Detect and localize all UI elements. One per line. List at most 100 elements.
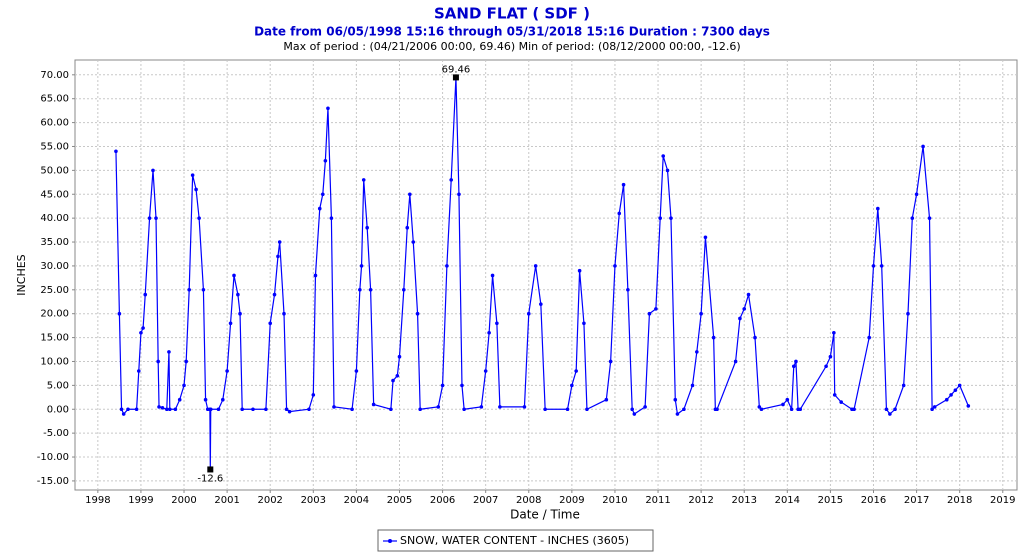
data-point	[703, 235, 708, 240]
data-point	[323, 159, 328, 163]
data-point	[621, 182, 626, 187]
data-point	[526, 311, 531, 316]
data-point	[871, 264, 876, 268]
y-tick-label: -15.00	[37, 476, 69, 487]
y-tick-label: 25.00	[40, 285, 69, 296]
data-point	[565, 407, 570, 412]
annotation-marker	[452, 74, 459, 81]
data-point	[781, 402, 785, 407]
data-point	[238, 311, 242, 316]
data-point	[320, 192, 325, 197]
data-point	[232, 273, 236, 278]
x-tick-label: 2005	[387, 495, 412, 506]
data-point	[543, 407, 547, 412]
x-tick-label: 2003	[301, 495, 326, 506]
y-tick-label: 45.00	[40, 189, 69, 200]
data-point	[753, 335, 757, 340]
data-point	[251, 407, 255, 412]
data-point	[626, 288, 630, 292]
data-point	[397, 354, 402, 359]
data-point	[759, 407, 764, 412]
data-point	[791, 364, 796, 369]
data-point	[921, 144, 925, 149]
data-point	[798, 407, 803, 412]
data-point	[457, 192, 461, 197]
data-point	[354, 369, 359, 373]
data-point	[522, 405, 527, 409]
x-tick-label: 2007	[473, 495, 498, 506]
data-point	[927, 216, 932, 220]
chart-note: Max of period : (04/21/2006 00:00, 69.46…	[283, 40, 740, 53]
data-point	[785, 397, 790, 402]
data-point	[182, 383, 186, 388]
data-point	[216, 407, 221, 412]
data-point	[957, 383, 962, 388]
data-point	[194, 187, 198, 192]
data-point	[932, 405, 937, 409]
x-tick-label: 2006	[430, 495, 455, 506]
x-tick-label: 2002	[257, 495, 282, 506]
data-point	[440, 383, 445, 388]
data-point	[498, 405, 502, 409]
data-point	[326, 106, 330, 111]
data-point	[682, 407, 686, 412]
y-tick-label: 65.00	[40, 94, 69, 105]
data-point	[613, 264, 617, 268]
data-point	[574, 369, 578, 373]
data-point	[460, 383, 464, 388]
data-point	[630, 407, 634, 412]
data-point	[117, 311, 122, 316]
data-point	[914, 192, 919, 197]
data-point	[418, 407, 422, 412]
data-point	[824, 364, 828, 369]
legend-label: SNOW, WATER CONTENT - INCHES (3605)	[400, 534, 629, 547]
data-point	[121, 412, 126, 416]
plot-area	[74, 59, 1018, 491]
annotation-label: 69.46	[442, 64, 471, 75]
data-point	[147, 216, 152, 220]
y-tick-label: 35.00	[40, 237, 69, 248]
y-tick-label: 50.00	[40, 165, 69, 176]
data-point	[828, 354, 833, 359]
data-point	[313, 273, 318, 278]
y-tick-label: -5.00	[43, 428, 69, 439]
legend-box	[377, 529, 654, 552]
data-point	[570, 383, 574, 388]
data-point	[949, 393, 953, 397]
data-point	[276, 254, 280, 259]
y-tick-label: 60.00	[40, 118, 69, 129]
data-point	[930, 407, 934, 412]
data-point	[711, 335, 716, 340]
data-point	[329, 216, 334, 220]
data-point	[389, 407, 393, 412]
data-point	[669, 216, 673, 220]
data-point	[893, 407, 897, 412]
data-point	[277, 240, 282, 244]
data-point	[282, 311, 286, 316]
data-point	[114, 149, 118, 154]
data-point	[168, 407, 172, 412]
legend-marker	[388, 539, 392, 543]
data-point	[539, 302, 543, 306]
x-tick-label: 2000	[171, 495, 196, 506]
x-tick-label: 2018	[947, 495, 972, 506]
data-point	[746, 292, 751, 297]
data-point	[136, 369, 141, 373]
x-tick-label: 2017	[904, 495, 929, 506]
data-point	[690, 383, 695, 388]
x-tick-label: 2008	[516, 495, 541, 506]
data-point	[643, 405, 647, 409]
data-point	[449, 178, 453, 182]
data-point	[405, 225, 410, 230]
data-point	[201, 288, 206, 292]
data-point	[307, 407, 311, 412]
data-point	[665, 168, 670, 173]
data-point	[287, 409, 292, 414]
data-point	[604, 397, 609, 402]
data-point	[371, 402, 376, 407]
data-point	[852, 407, 856, 412]
data-point	[661, 154, 666, 158]
data-point	[415, 311, 420, 316]
data-point	[654, 307, 658, 311]
